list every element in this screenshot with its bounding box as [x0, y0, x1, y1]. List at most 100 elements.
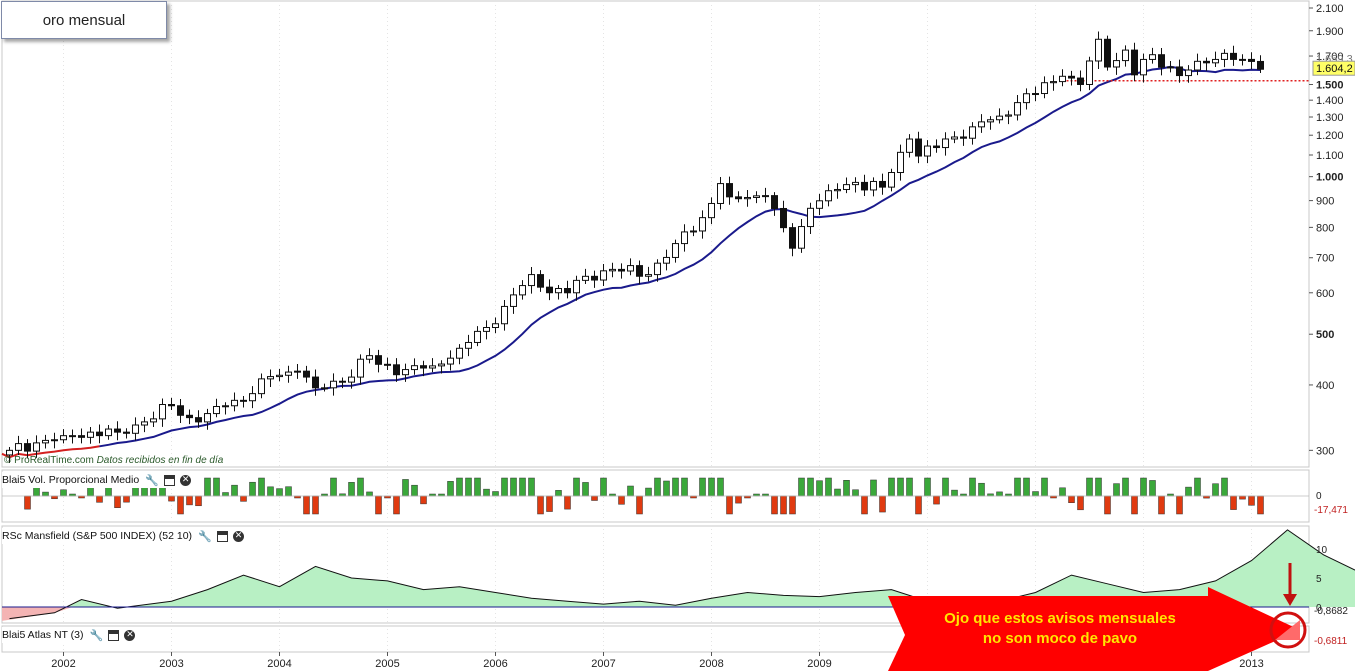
- candle-body: [888, 172, 895, 188]
- volume-bar: [807, 477, 814, 497]
- candle-body: [591, 275, 598, 281]
- credit-source: © ProRealTime.com: [4, 455, 94, 466]
- candle-body: [1158, 54, 1165, 68]
- candle-body: [78, 435, 85, 438]
- candle-body: [402, 369, 409, 376]
- volume-panel-label: Blai5 Vol. Proporcional Medio: [2, 474, 140, 486]
- window-icon[interactable]: [108, 629, 120, 641]
- callout-line-2: no son moco de pavo: [982, 630, 1138, 647]
- volume-bar: [204, 477, 211, 497]
- volume-bar: [942, 477, 949, 497]
- candle-body: [222, 405, 229, 408]
- candle-body: [861, 181, 868, 191]
- candle-body: [699, 217, 706, 232]
- candle-body: [798, 226, 805, 249]
- candle-body: [744, 196, 751, 200]
- volume-bar: [366, 491, 373, 497]
- window-icon[interactable]: [216, 530, 228, 542]
- volume-bar: [483, 488, 490, 497]
- candle-body: [942, 138, 949, 149]
- candle-body: [753, 195, 760, 198]
- candle-body: [618, 268, 625, 272]
- wrench-icon[interactable]: 🔧: [198, 530, 212, 543]
- candle-body: [663, 256, 670, 264]
- candle-body: [996, 115, 1003, 121]
- candle-body: [1023, 93, 1030, 104]
- callout-arrow: [888, 587, 1300, 671]
- candle-body: [1248, 58, 1255, 62]
- close-icon[interactable]: [124, 629, 136, 641]
- volume-bar: [1257, 495, 1264, 515]
- volume-bar: [672, 477, 679, 497]
- volume-bar: [312, 495, 319, 515]
- x-tick-label: 2009: [807, 658, 831, 670]
- candle-body: [60, 435, 67, 441]
- candle-body: [807, 207, 814, 228]
- volume-bar: [969, 477, 976, 497]
- volume-bar: [699, 477, 706, 497]
- candle-body: [1086, 60, 1093, 85]
- candle-body: [546, 286, 553, 294]
- candle-body: [267, 376, 274, 380]
- candle-body: [564, 287, 571, 294]
- volume-bar: [546, 495, 553, 512]
- volume-bar: [1221, 477, 1228, 497]
- volume-bar: [852, 489, 859, 497]
- candle-body: [1230, 52, 1237, 60]
- candle-body: [357, 358, 364, 378]
- candle-body: [24, 443, 31, 452]
- y-tick-label: 700: [1316, 253, 1334, 265]
- candle-body: [1113, 60, 1120, 68]
- candle-body: [1239, 58, 1246, 61]
- window-icon[interactable]: [163, 474, 175, 486]
- candle-body: [447, 357, 454, 365]
- x-tick-label: 2003: [159, 658, 183, 670]
- candle-body: [276, 374, 283, 378]
- volume-bar: [735, 495, 742, 504]
- candle-body: [348, 376, 355, 383]
- mansfield-tick-label: 10: [1316, 545, 1328, 556]
- volume-bar: [645, 487, 652, 497]
- y-tick-label: 800: [1316, 222, 1334, 234]
- volume-bar: [780, 495, 787, 515]
- volume-bar: [519, 477, 526, 497]
- volume-bar: [789, 495, 796, 515]
- candle-body: [726, 183, 733, 198]
- volume-bar: [177, 495, 184, 515]
- close-icon[interactable]: [232, 530, 244, 542]
- volume-bar: [213, 477, 220, 497]
- wrench-icon[interactable]: 🔧: [89, 629, 104, 642]
- close-icon[interactable]: [179, 474, 191, 486]
- candle-body: [474, 330, 481, 343]
- candle-body: [15, 443, 22, 451]
- wrench-icon[interactable]: 🔧: [145, 474, 159, 487]
- candle-body: [321, 387, 328, 390]
- candle-body: [870, 180, 877, 191]
- volume-bar: [618, 495, 625, 505]
- candle-body: [42, 439, 49, 444]
- volume-bar: [816, 480, 823, 497]
- ma-line: [99, 65, 1261, 448]
- y-tick-label: 2.100: [1316, 3, 1344, 15]
- volume-bar: [681, 477, 688, 497]
- candle-body: [501, 305, 508, 325]
- candle-body: [438, 363, 445, 367]
- volume-bar: [654, 477, 661, 497]
- candle-body: [987, 119, 994, 123]
- volume-bar: [528, 477, 535, 497]
- credit-note: Datos recibidos en fin de día: [96, 455, 224, 466]
- candle-body: [1077, 77, 1084, 85]
- candle-body: [915, 138, 922, 157]
- volume-bar: [708, 477, 715, 497]
- down-arrow-head: [1283, 594, 1297, 606]
- volume-bar: [1086, 477, 1093, 497]
- volume-bar: [303, 495, 310, 515]
- candle-body: [231, 399, 238, 407]
- y-tick-label: 500: [1316, 329, 1334, 341]
- candle-body: [600, 270, 607, 281]
- volume-bar: [231, 484, 238, 497]
- candle-body: [1014, 102, 1021, 116]
- volume-bar: [267, 486, 274, 497]
- volume-bar: [1248, 495, 1255, 506]
